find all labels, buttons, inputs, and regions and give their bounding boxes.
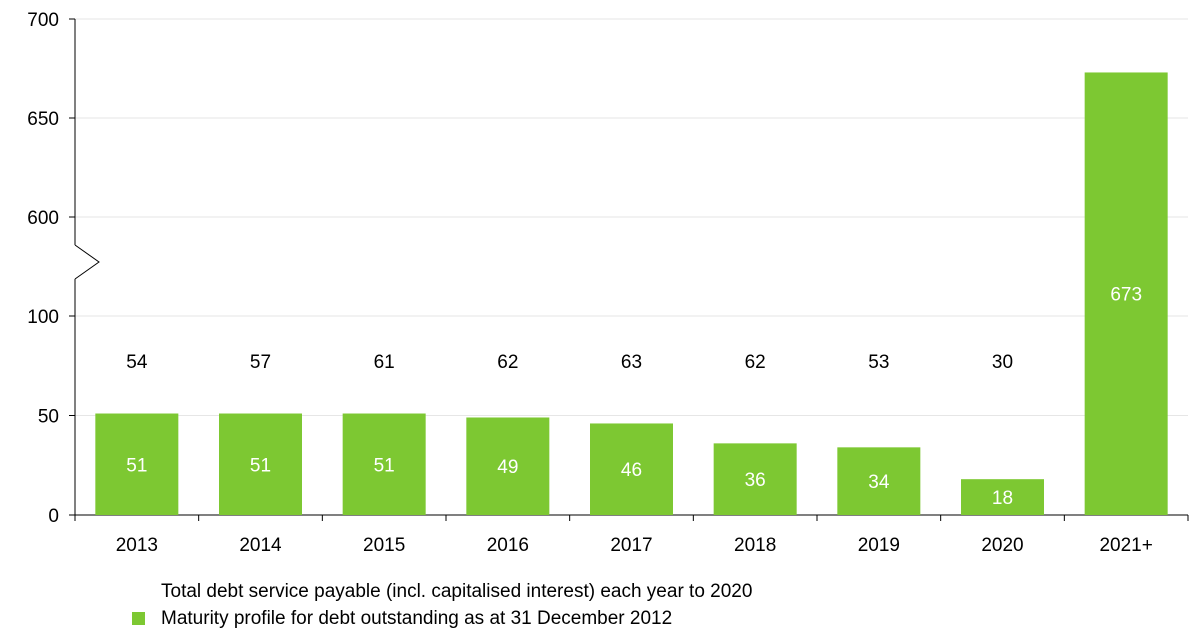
bar (713, 443, 797, 515)
bar-value-label: 49 (497, 457, 518, 478)
total-debt-service-label: 62 (497, 352, 518, 373)
x-tick-label: 2017 (610, 535, 652, 556)
bar-value-label: 673 (1110, 285, 1142, 306)
x-tick-label: 2019 (858, 535, 900, 556)
y-tick-label: 0 (48, 506, 59, 527)
total-debt-service-label: 61 (374, 352, 395, 373)
x-tick-label: 2013 (116, 535, 158, 556)
x-tick-label: 2014 (239, 535, 282, 556)
legend-swatch-maturity-profile (132, 612, 145, 625)
bar (1084, 72, 1168, 516)
bar (590, 423, 673, 515)
bar (219, 413, 302, 515)
total-debt-service-label: 53 (868, 352, 889, 373)
legend-label-maturity-profile: Maturity profile for debt outstanding as… (161, 607, 673, 629)
bar (95, 413, 179, 515)
y-tick-label: 50 (38, 407, 59, 428)
y-tick-label: 100 (27, 307, 59, 328)
legend-item-maturity-profile: Maturity profile for debt outstanding as… (132, 605, 752, 632)
x-tick-label: 2015 (363, 535, 405, 556)
bar-value-label: 46 (621, 460, 642, 481)
bar-value-label: 51 (126, 455, 147, 476)
x-tick-label: 2021+ (1099, 535, 1152, 556)
bar (342, 413, 426, 515)
bar-value-label: 51 (250, 455, 271, 476)
total-debt-service-label: 54 (126, 352, 148, 373)
legend: Total debt service payable (incl. capita… (132, 578, 752, 632)
x-tick-label: 2016 (487, 535, 529, 556)
legend-item-total-debt-service: Total debt service payable (incl. capita… (132, 578, 752, 605)
bar-value-label: 51 (374, 455, 395, 476)
x-tick-label: 2020 (981, 535, 1023, 556)
total-debt-service-label: 62 (745, 352, 766, 373)
y-axis-break-marker (74, 244, 100, 280)
total-debt-service-label: 57 (250, 352, 271, 373)
total-debt-service-label: 30 (992, 352, 1013, 373)
bar (466, 417, 550, 515)
total-debt-service-label: 63 (621, 352, 642, 373)
y-tick-label: 600 (27, 208, 59, 229)
y-tick-label: 700 (27, 10, 59, 31)
bar (961, 479, 1044, 515)
bar (837, 447, 921, 515)
bar-value-label: 18 (992, 488, 1013, 509)
bar-value-label: 34 (868, 472, 890, 493)
y-tick-label: 650 (27, 109, 59, 130)
x-tick-label: 2018 (734, 535, 776, 556)
bar-value-label: 36 (745, 470, 766, 491)
legend-label-total-debt-service: Total debt service payable (incl. capita… (161, 580, 753, 602)
